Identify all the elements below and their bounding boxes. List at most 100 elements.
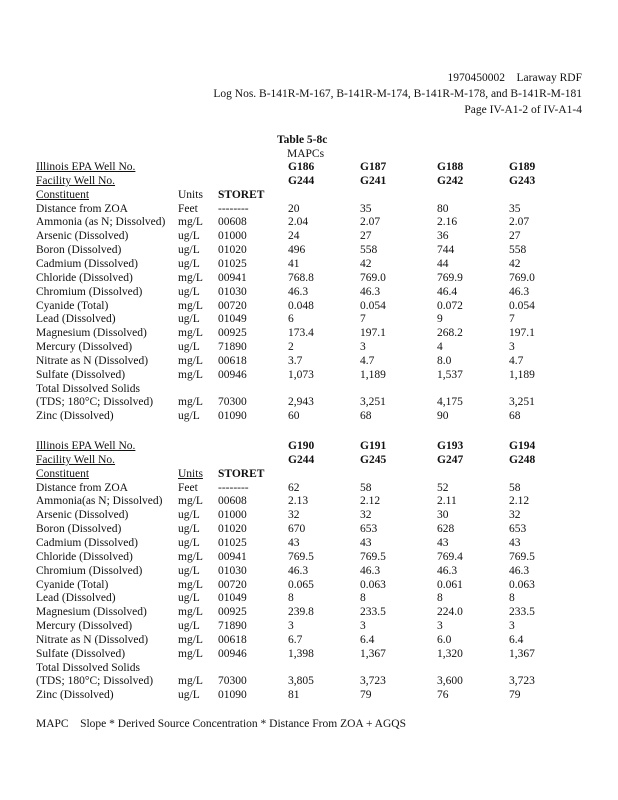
epa-well-id: G190 — [288, 440, 315, 452]
table-row: Chloride (Dissolved) mg/L 00941 769.5 769.5 7… — [0, 550, 618, 564]
constituent-name: Lead (Dissolved) — [36, 313, 116, 326]
value-cell: 32 — [509, 509, 521, 522]
constituent-name: Boron (Dissolved) — [36, 244, 122, 257]
value-cell: 24 — [288, 230, 300, 243]
storet-cell: 00925 — [218, 327, 247, 340]
units-cell: mg/L — [178, 606, 203, 619]
facility-well-id: G248 — [509, 453, 536, 466]
value-cell: 2.07 — [509, 216, 530, 229]
units-cell: ug/L — [178, 689, 200, 702]
units-cell: mg/L — [178, 550, 203, 563]
value-cell: 4.7 — [360, 354, 375, 367]
value-cell: 8 — [288, 592, 294, 605]
value-cell: 46.4 — [437, 285, 458, 298]
value-cell: 769.4 — [437, 550, 463, 563]
value-cell: 2,943 — [288, 396, 314, 409]
constituent-name: (TDS; 180°C; Dissolved) — [36, 675, 154, 688]
facility-well-row: Facility Well No. G244 G245 G247 G248 — [0, 453, 618, 467]
storet-cell: 71890 — [218, 341, 247, 354]
facility-well-id: G245 — [360, 453, 387, 466]
table-row: Sulfate (Dissolved) mg/L 00946 1,398 1,367 1,… — [0, 647, 618, 661]
storet-cell: 01030 — [218, 564, 247, 577]
table-row: Zinc (Dissolved) ug/L 01090 81 79 76 79 — [0, 688, 618, 702]
value-cell: 43 — [288, 536, 300, 549]
epa-well-row: Illinois EPA Well No. G190 G191 G193 G194 — [0, 439, 618, 453]
storet-header: STORET — [218, 188, 265, 201]
constituent-name: Sulfate (Dissolved) — [36, 647, 126, 660]
value-cell: 1,073 — [288, 368, 314, 381]
value-cell: 79 — [360, 689, 372, 702]
storet-cell: 01000 — [218, 509, 247, 522]
table-row: Arsenic (Dissolved) ug/L 01000 32 32 30 32 — [0, 508, 618, 522]
constituent-name: Total Dissolved Solids — [36, 661, 140, 674]
log-numbers: Log Nos. B-141R-M-167, B-141R-M-174, B-1… — [213, 88, 582, 100]
table-row: Cadmium (Dissolved) ug/L 01025 41 42 44 42 — [0, 257, 618, 271]
units-cell: ug/L — [178, 410, 200, 423]
units-cell: ug/L — [178, 313, 200, 326]
table-row: Cyanide (Total) mg/L 00720 0.048 0.054 0.072 0… — [0, 299, 618, 313]
constituent-name: Arsenic (Dissolved) — [36, 230, 129, 243]
value-cell: 769.5 — [288, 550, 314, 563]
constituent-name: Nitrate as N (Dissolved) — [36, 633, 149, 646]
value-cell: 43 — [437, 536, 449, 549]
table-row: Zinc (Dissolved) ug/L 01090 60 68 90 68 — [0, 409, 618, 423]
table-row: Cadmium (Dissolved) ug/L 01025 43 43 43 43 — [0, 536, 618, 550]
storet-cell: 00941 — [218, 550, 247, 563]
units-cell: ug/L — [178, 536, 200, 549]
value-cell: 43 — [509, 536, 521, 549]
value-cell: 3 — [360, 620, 366, 633]
epa-well-id: G194 — [509, 440, 536, 452]
value-cell: 0.054 — [509, 299, 535, 312]
value-cell: 1,189 — [360, 368, 386, 381]
units-header: Units — [178, 188, 203, 201]
value-cell: 2.13 — [288, 495, 309, 508]
value-cell: 58 — [360, 481, 372, 494]
value-cell: 42 — [360, 257, 372, 270]
value-cell: 769.5 — [509, 550, 535, 563]
document-id: 1970450002 Laraway RDF — [447, 72, 582, 84]
units-header: Units — [178, 467, 203, 480]
value-cell: 90 — [437, 410, 449, 423]
value-cell: 81 — [288, 689, 300, 702]
units-cell: mg/L — [178, 633, 203, 646]
units-cell: ug/L — [178, 244, 200, 257]
epa-well-row: Illinois EPA Well No. G186 G187 G188 G189 — [0, 160, 618, 174]
table-row: (TDS; 180°C; Dissolved) mg/L 70300 3,805 3,7… — [0, 674, 618, 688]
storet-cell: 01090 — [218, 689, 247, 702]
table-row: Ammonia(as N; Dissolved) mg/L 00608 2.13 2.1… — [0, 494, 618, 508]
constituent-name: Zinc (Dissolved) — [36, 689, 114, 702]
value-cell: 3,600 — [437, 675, 463, 688]
storet-cell: 01025 — [218, 257, 247, 270]
value-cell: 8.0 — [437, 354, 452, 367]
value-cell: 42 — [509, 257, 521, 270]
units-cell: ug/L — [178, 592, 200, 605]
table-row: Lead (Dissolved) ug/L 01049 8 8 8 8 — [0, 591, 618, 605]
facility-well-id: G244 — [288, 174, 315, 187]
value-cell: 239.8 — [288, 606, 314, 619]
value-cell: 46.3 — [288, 285, 309, 298]
epa-well-id: G186 — [288, 161, 315, 173]
units-cell: mg/L — [178, 354, 203, 367]
constituent-name: Chromium (Dissolved) — [36, 564, 143, 577]
value-cell: 653 — [509, 523, 527, 536]
units-cell: mg/L — [178, 368, 203, 381]
value-cell: 0.072 — [437, 299, 463, 312]
constituent-name: Cadmium (Dissolved) — [36, 536, 138, 549]
table-row: Chromium (Dissolved) ug/L 01030 46.3 46.3 46.… — [0, 285, 618, 299]
epa-well-id: G188 — [437, 161, 464, 173]
value-cell: 3 — [509, 620, 515, 633]
storet-cell: 01049 — [218, 313, 247, 326]
storet-header: STORET — [218, 467, 265, 480]
table-row: Magnesium (Dissolved) mg/L 00925 239.8 233.5… — [0, 605, 618, 619]
facility-well-id: G243 — [509, 174, 536, 187]
value-cell: 3,251 — [360, 396, 386, 409]
value-cell: 35 — [509, 202, 521, 215]
value-cell: 3 — [360, 341, 366, 354]
table-row: Ammonia (as N; Dissolved) mg/L 00608 2.04 2.… — [0, 215, 618, 229]
table-row: Magnesium (Dissolved) mg/L 00925 173.4 197.1… — [0, 326, 618, 340]
constituent-name: Cyanide (Total) — [36, 299, 109, 312]
value-cell: 8 — [437, 592, 443, 605]
value-cell: 20 — [288, 202, 300, 215]
value-cell: 46.3 — [437, 564, 458, 577]
storet-cell: 00946 — [218, 647, 247, 660]
